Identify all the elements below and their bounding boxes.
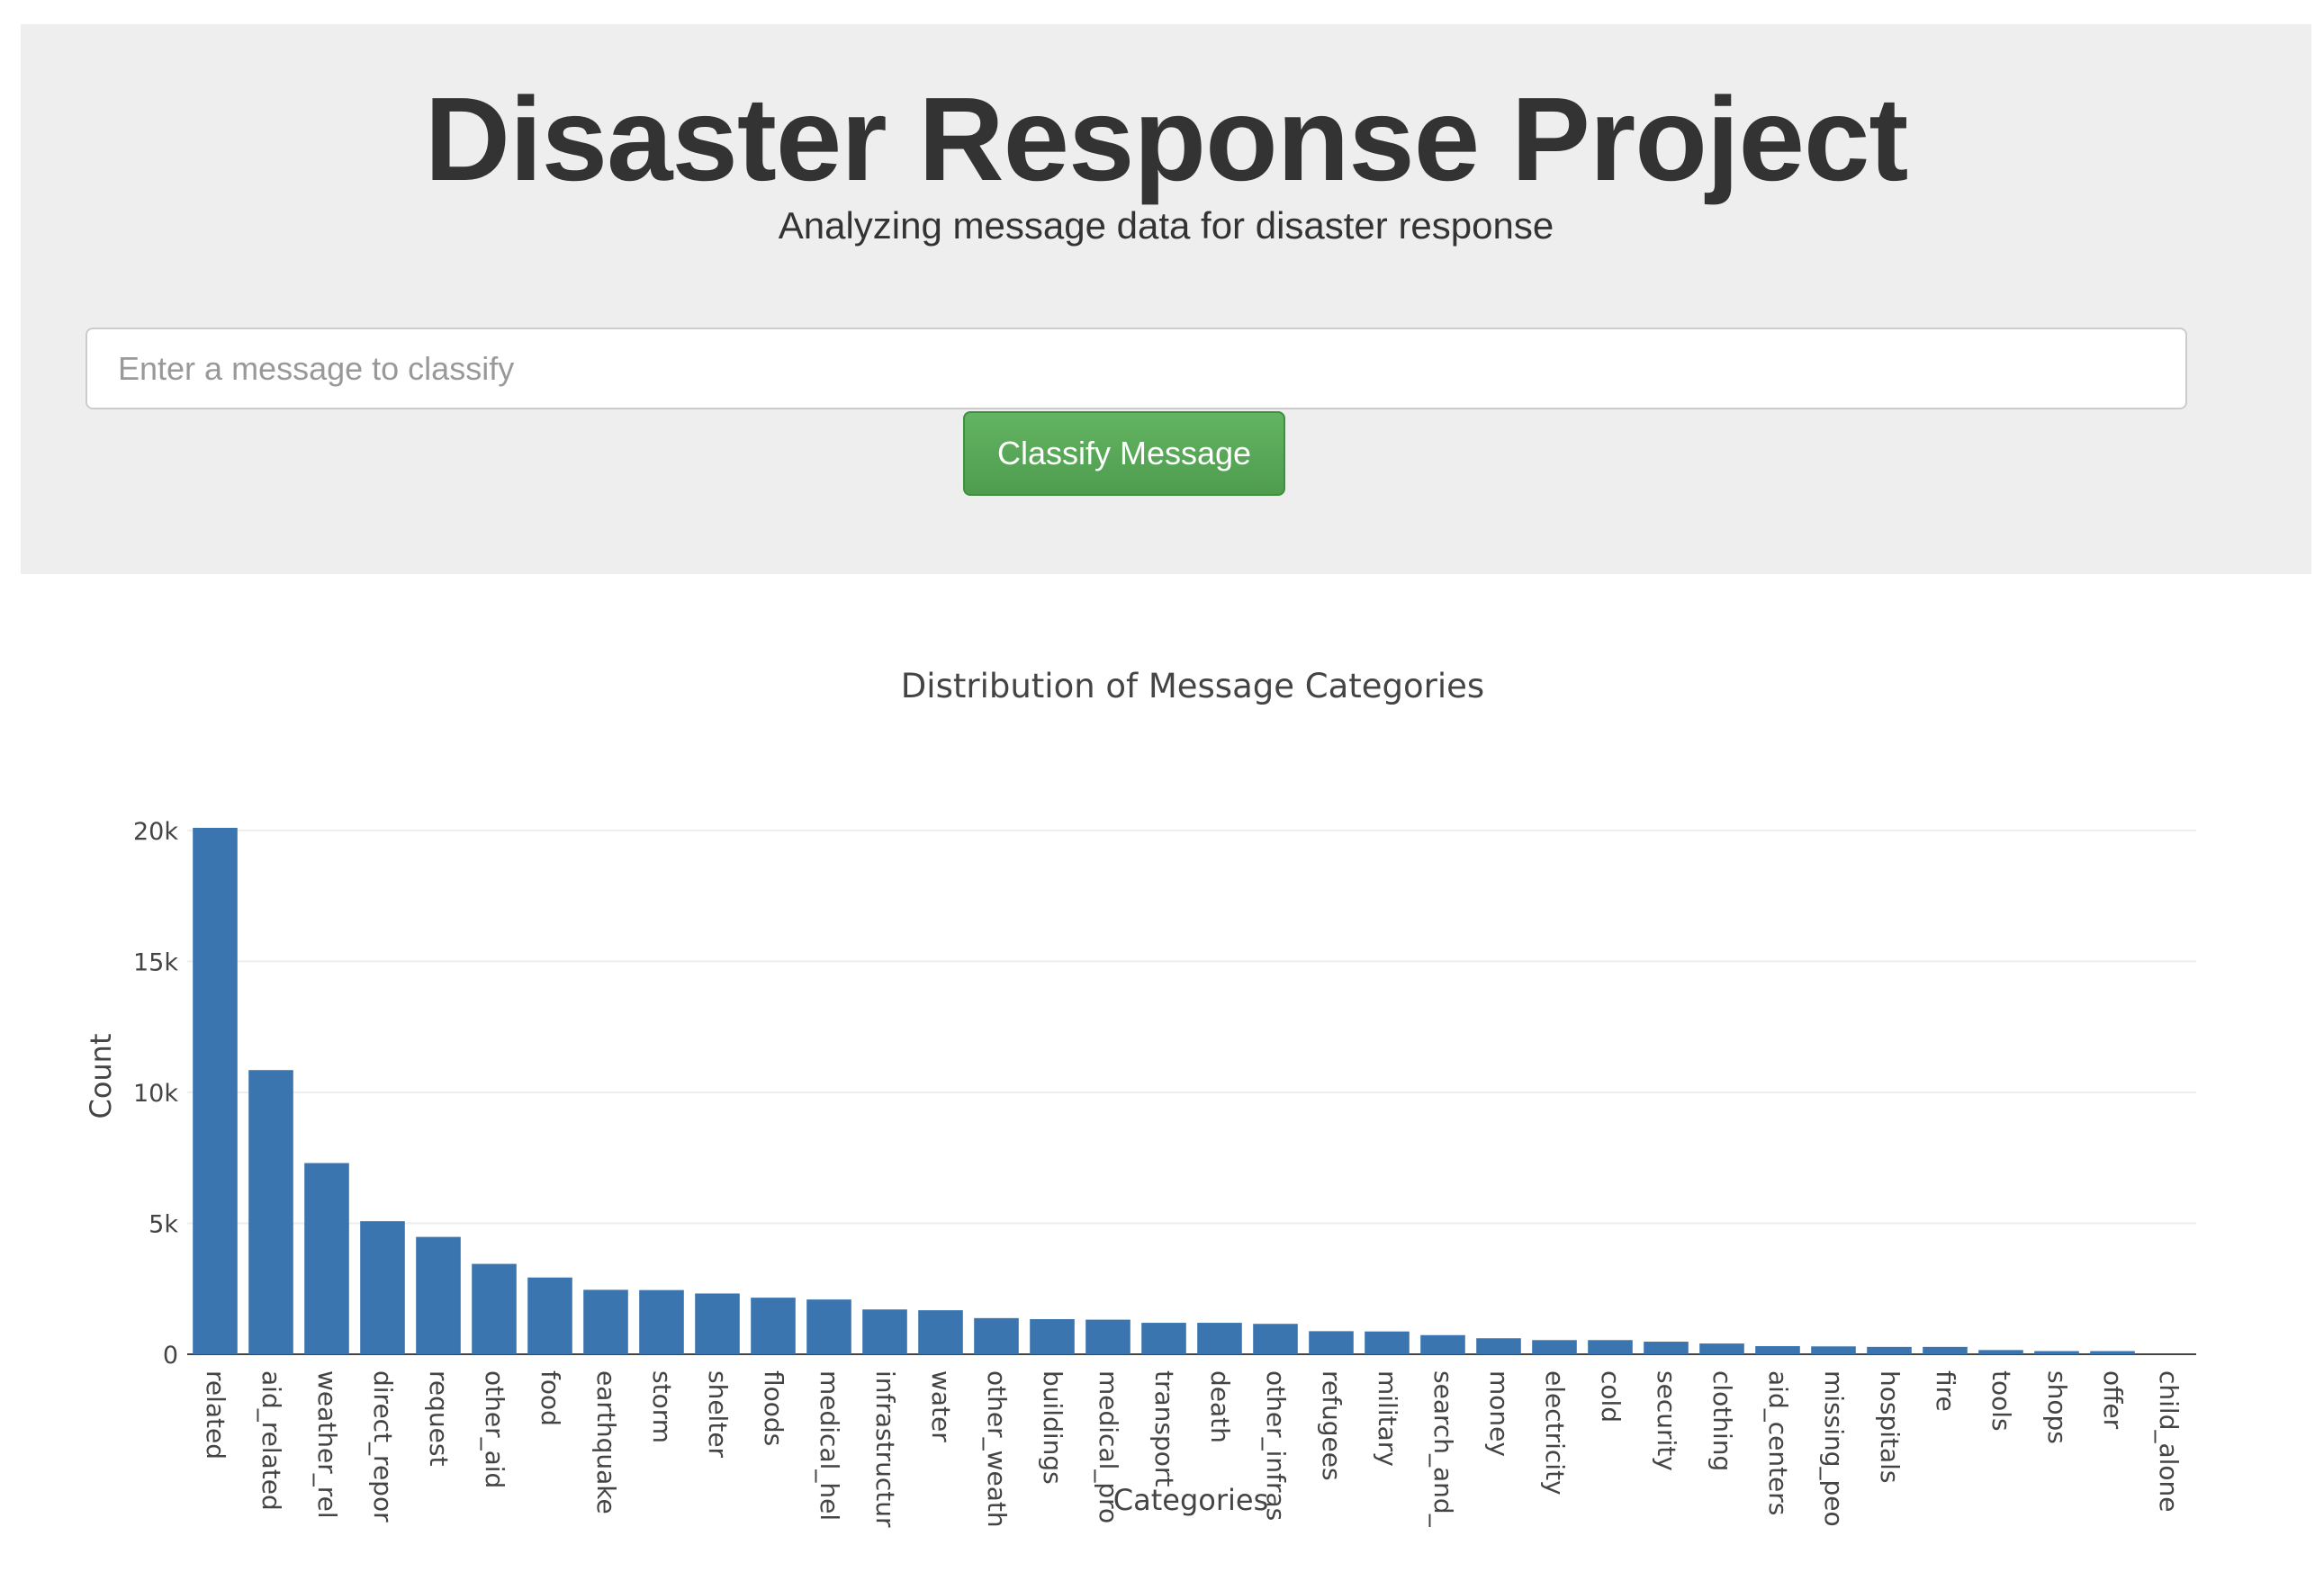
x-tick-label-floods: floods xyxy=(759,1370,788,1446)
x-tick-label-other_aid: other_aid xyxy=(480,1370,509,1488)
bar-medical_pro[interactable] xyxy=(1085,1319,1130,1354)
bar-storm[interactable] xyxy=(639,1289,684,1354)
bar-refugees[interactable] xyxy=(1309,1331,1354,1354)
bar-clothing[interactable] xyxy=(1699,1343,1744,1354)
bar-related[interactable] xyxy=(193,828,238,1354)
bar-offer[interactable] xyxy=(2090,1351,2135,1354)
x-tick-label-fire: fire xyxy=(1931,1370,1960,1412)
x-tick-label-cold: cold xyxy=(1596,1370,1626,1423)
x-tick-label-hospitals: hospitals xyxy=(1875,1370,1905,1484)
bar-shelter[interactable] xyxy=(695,1293,740,1354)
bar-security[interactable] xyxy=(1644,1342,1689,1354)
x-tick-label-request: request xyxy=(424,1370,454,1466)
chart-title: Distribution of Message Categories xyxy=(901,667,1484,705)
y-tick-label: 5k xyxy=(149,1210,178,1238)
bar-weather_rel[interactable] xyxy=(304,1163,349,1354)
bar-request[interactable] xyxy=(416,1236,461,1354)
x-tick-label-medical_hel: medical_hel xyxy=(815,1370,844,1521)
x-tick-label-security: security xyxy=(1652,1370,1681,1471)
message-input[interactable] xyxy=(86,328,2187,409)
x-tick-label-refugees: refugees xyxy=(1317,1370,1347,1481)
bar-floods[interactable] xyxy=(751,1298,796,1354)
bar-missing_peo[interactable] xyxy=(1811,1346,1856,1354)
x-tick-label-medical_pro: medical_pro xyxy=(1094,1370,1123,1523)
bar-earthquake[interactable] xyxy=(583,1289,628,1354)
bar-fire[interactable] xyxy=(1923,1346,1968,1354)
bar-death[interactable] xyxy=(1197,1323,1242,1354)
jumbotron-header: Disaster Response Project Analyzing mess… xyxy=(21,24,2311,574)
bar-hospitals[interactable] xyxy=(1867,1346,1912,1354)
gridlines xyxy=(187,829,2196,1355)
y-tick-labels: 0 5k 10k 15k 20k xyxy=(133,818,178,1370)
x-tick-label-earthquake: earthquake xyxy=(591,1370,621,1514)
bar-direct_repor[interactable] xyxy=(360,1221,405,1354)
x-tick-label-weather_rel: weather_rel xyxy=(312,1370,342,1519)
bar-transport[interactable] xyxy=(1141,1323,1186,1354)
y-tick-label: 20k xyxy=(133,818,178,846)
y-tick-label: 0 xyxy=(163,1342,178,1370)
x-tick-label-transport: transport xyxy=(1149,1370,1179,1487)
x-tick-label-shops: shops xyxy=(2042,1370,2072,1444)
bar-buildings[interactable] xyxy=(1030,1319,1075,1354)
x-tick-label-shelter: shelter xyxy=(703,1370,733,1459)
x-tick-label-other_infras: other_infras xyxy=(1261,1370,1291,1521)
category-distribution-chart: Distribution of Message Categories 0 5k 10… xyxy=(0,576,2324,1568)
x-tick-label-clothing: clothing xyxy=(1707,1370,1737,1471)
y-tick-label: 15k xyxy=(133,948,178,976)
classify-message-button[interactable]: Classify Message xyxy=(963,411,1285,496)
page-subtitle: Analyzing message data for disaster resp… xyxy=(778,204,1554,247)
x-tick-label-missing_peo: missing_peo xyxy=(1819,1370,1849,1527)
x-tick-label-search_and_: search_and_ xyxy=(1428,1370,1458,1528)
x-tick-label-direct_repor: direct_repor xyxy=(368,1370,398,1523)
bar-tools[interactable] xyxy=(1978,1350,2023,1354)
bar-search_and_[interactable] xyxy=(1420,1334,1465,1354)
x-tick-label-aid_centers: aid_centers xyxy=(1763,1370,1793,1515)
bar-infrastructur[interactable] xyxy=(862,1309,907,1354)
x-tick-label-infrastructur: infrastructur xyxy=(870,1370,900,1528)
x-tick-label-food: food xyxy=(536,1370,565,1426)
x-tick-label-offer: offer xyxy=(2098,1370,2128,1430)
bar-other_weath[interactable] xyxy=(974,1317,1019,1354)
bar-shops[interactable] xyxy=(2034,1351,2079,1354)
x-tick-label-other_weath: other_weath xyxy=(982,1370,1012,1528)
bar-aid_related[interactable] xyxy=(248,1070,293,1354)
y-axis-title: Count xyxy=(84,1033,118,1118)
page-title: Disaster Response Project xyxy=(424,73,1909,205)
y-tick-label: 10k xyxy=(133,1080,178,1108)
x-tick-label-money: money xyxy=(1484,1370,1514,1457)
bar-other_aid[interactable] xyxy=(472,1263,517,1354)
x-tick-label-tools: tools xyxy=(1986,1370,2016,1432)
bar-aid_centers[interactable] xyxy=(1755,1345,1800,1354)
bar-chart-svg: Distribution of Message Categories 0 5k 10… xyxy=(84,667,2196,1528)
bar-electricity[interactable] xyxy=(1532,1340,1577,1354)
x-tick-label-death: death xyxy=(1205,1370,1235,1443)
x-tick-labels: related aid_related weather_rel direct_repo… xyxy=(201,1370,2184,1528)
x-tick-label-water: water xyxy=(926,1370,956,1442)
x-tick-label-related: related xyxy=(201,1370,230,1460)
bar-other_infras[interactable] xyxy=(1253,1324,1298,1354)
x-tick-label-electricity: electricity xyxy=(1540,1370,1570,1496)
bar-medical_hel[interactable] xyxy=(806,1299,851,1354)
x-tick-label-storm: storm xyxy=(647,1370,677,1443)
bar-cold[interactable] xyxy=(1588,1340,1633,1354)
bar-water[interactable] xyxy=(918,1310,963,1354)
x-tick-label-military: military xyxy=(1373,1370,1402,1467)
x-tick-label-child_alone: child_alone xyxy=(2154,1370,2184,1513)
bar-military[interactable] xyxy=(1365,1331,1410,1354)
x-tick-label-aid_related: aid_related xyxy=(257,1370,286,1511)
bars xyxy=(193,828,2135,1354)
x-axis-title: Categories xyxy=(1113,1483,1268,1517)
bar-food[interactable] xyxy=(527,1277,572,1354)
bar-money[interactable] xyxy=(1476,1338,1521,1354)
x-tick-label-buildings: buildings xyxy=(1038,1370,1067,1485)
